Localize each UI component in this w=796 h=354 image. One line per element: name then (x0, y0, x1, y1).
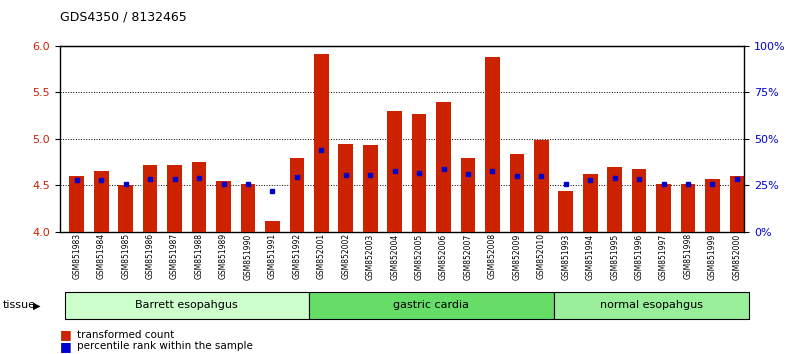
Bar (388, 111, 402, 232)
Bar (290, 159, 304, 232)
Bar (119, 185, 133, 232)
Bar (632, 169, 646, 232)
Bar (94, 171, 108, 232)
Bar (681, 184, 696, 232)
Bar (534, 140, 548, 232)
Bar (142, 165, 158, 232)
Bar (265, 221, 279, 232)
Bar (656, 184, 671, 232)
Bar (485, 57, 500, 232)
Text: Barrett esopahgus: Barrett esopahgus (135, 300, 238, 310)
Bar (240, 184, 256, 232)
Text: normal esopahgus: normal esopahgus (600, 300, 703, 310)
Bar (338, 144, 353, 232)
Bar (412, 114, 427, 232)
Bar (730, 176, 744, 232)
Bar (64, 292, 309, 319)
Bar (553, 292, 749, 319)
Text: tissue: tissue (3, 300, 36, 310)
Text: GDS4350 / 8132465: GDS4350 / 8132465 (60, 11, 186, 24)
Bar (559, 191, 573, 232)
Text: ■: ■ (60, 328, 72, 341)
Bar (69, 176, 84, 232)
Text: transformed count: transformed count (77, 330, 174, 339)
Text: ▶: ▶ (33, 300, 41, 310)
Bar (509, 154, 525, 232)
Bar (167, 165, 182, 232)
Bar (314, 55, 329, 232)
Bar (309, 292, 553, 319)
Bar (461, 159, 475, 232)
Bar (705, 179, 720, 232)
Text: percentile rank within the sample: percentile rank within the sample (77, 341, 253, 351)
Bar (217, 181, 231, 232)
Bar (363, 144, 377, 232)
Bar (436, 102, 451, 232)
Bar (192, 162, 206, 232)
Text: gastric cardia: gastric cardia (393, 300, 470, 310)
Bar (607, 167, 622, 232)
Bar (583, 174, 598, 232)
Text: ■: ■ (60, 340, 72, 353)
